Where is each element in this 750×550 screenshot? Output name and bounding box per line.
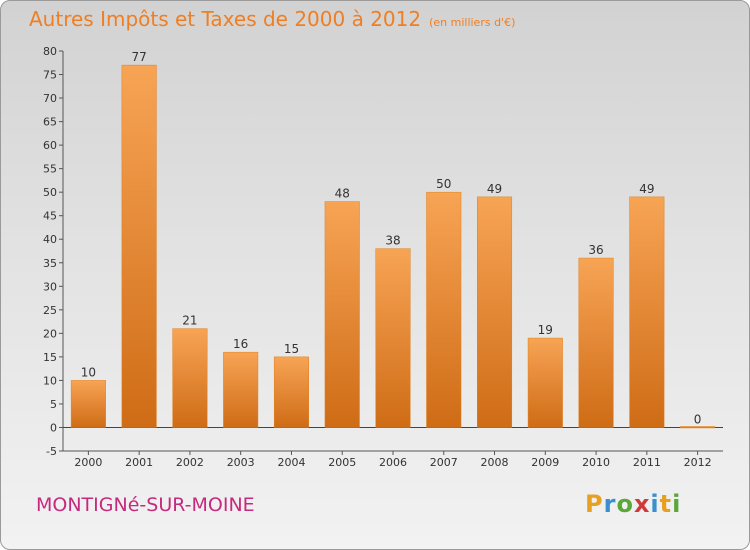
y-tick-label: 45: [43, 210, 57, 223]
y-tick-label: 35: [43, 257, 57, 270]
y-tick-label: 40: [43, 233, 57, 246]
bar-2007: [426, 191, 462, 428]
y-tick-label: 5: [50, 398, 57, 411]
bar-2008: [477, 196, 513, 428]
logo-letter: t: [659, 490, 673, 518]
bar-2005: [324, 201, 360, 428]
logo-letter: x: [633, 490, 651, 518]
chart-unit: (en milliers d'€): [429, 16, 516, 29]
x-tick-label: 2008: [481, 456, 509, 469]
x-tick-label: 2004: [277, 456, 305, 469]
x-tick-label: 2009: [531, 456, 559, 469]
y-tick-label: 20: [43, 327, 57, 340]
bar-2009: [527, 337, 563, 428]
chart-title: Autres Impôts et Taxes de 2000 à 2012 (en…: [29, 7, 515, 31]
value-label-2005: 48: [335, 187, 350, 201]
y-tick-label: 25: [43, 304, 57, 317]
y-tick-label: 65: [43, 116, 57, 129]
y-tick-label: 75: [43, 69, 57, 82]
y-tick-label: 70: [43, 92, 57, 105]
value-label-2008: 49: [487, 182, 502, 196]
x-tick-label: 2001: [125, 456, 153, 469]
bar-2010: [578, 257, 614, 428]
bar-2004: [273, 356, 309, 428]
value-label-2007: 50: [436, 177, 451, 191]
logo-letter: P: [585, 490, 604, 518]
bar-2012: [680, 426, 716, 429]
value-label-2011: 49: [639, 182, 654, 196]
value-label-2009: 19: [538, 323, 553, 337]
x-tick-label: 2002: [176, 456, 204, 469]
x-tick-label: 2000: [74, 456, 102, 469]
value-label-2010: 36: [588, 243, 603, 257]
x-tick-label: 2012: [684, 456, 712, 469]
x-tick-label: 2006: [379, 456, 407, 469]
y-tick-label: 60: [43, 139, 57, 152]
y-tick-label: 50: [43, 186, 57, 199]
x-tick-label: 2010: [582, 456, 610, 469]
y-tick-label: 30: [43, 280, 57, 293]
proxiti-logo[interactable]: Proxiti: [585, 490, 681, 518]
x-tick-label: 2003: [227, 456, 255, 469]
chart-title-text: Autres Impôts et Taxes de 2000 à 2012: [29, 7, 422, 31]
commune-name: MONTIGNé-SUR-MOINE: [36, 494, 255, 516]
value-label-2001: 77: [132, 50, 147, 64]
logo-letter: i: [672, 490, 682, 518]
value-label-2004: 15: [284, 342, 299, 356]
value-label-2002: 21: [182, 314, 197, 328]
chart-value-labels: 10 77 21 16 15 48 38 50 49 19 36 49 0: [81, 50, 702, 426]
y-tick-label: 0: [50, 421, 57, 434]
bar-2011: [629, 196, 665, 428]
chart-bars: [70, 64, 716, 429]
logo-letter: o: [616, 490, 634, 518]
value-label-2000: 10: [81, 365, 96, 379]
value-label-2012: 0: [694, 412, 702, 426]
logo-letter: i: [650, 490, 660, 518]
y-tick-label: 55: [43, 163, 57, 176]
bar-2003: [223, 351, 259, 428]
bar-2001: [121, 64, 157, 428]
x-tick-label: 2005: [328, 456, 356, 469]
x-tick-label: 2011: [633, 456, 661, 469]
x-tick-label: 2007: [430, 456, 458, 469]
bar-2002: [172, 328, 208, 428]
y-tick-label: 15: [43, 351, 57, 364]
bar-2006: [375, 248, 411, 428]
logo-letter: r: [603, 490, 617, 518]
y-tick-label: -5: [46, 445, 57, 458]
bar-2000: [70, 380, 106, 428]
value-label-2003: 16: [233, 337, 248, 351]
y-tick-label: 80: [43, 45, 57, 58]
y-tick-label: 10: [43, 374, 57, 387]
value-label-2006: 38: [385, 234, 400, 248]
